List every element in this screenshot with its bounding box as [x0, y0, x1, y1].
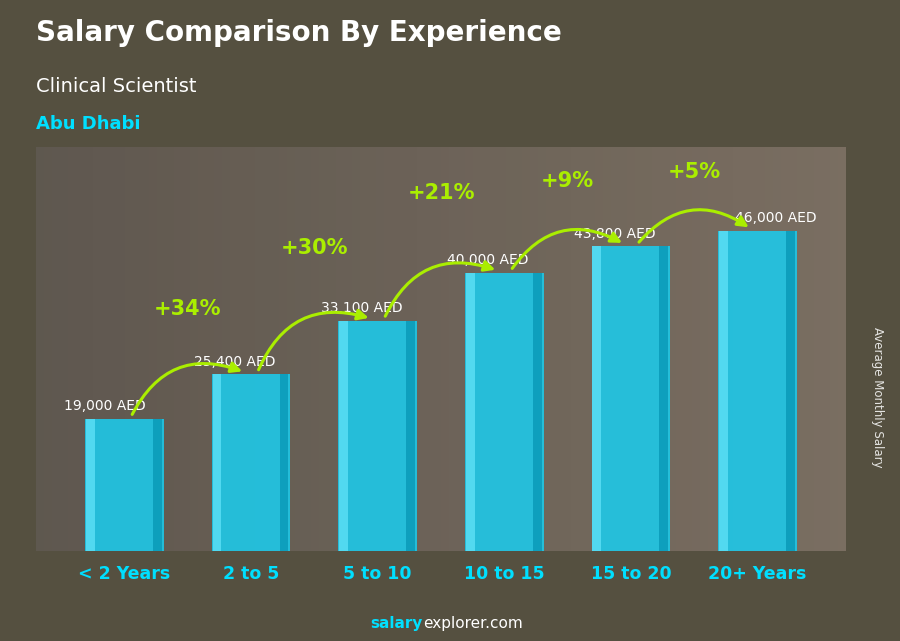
Text: +5%: +5% [668, 162, 721, 182]
Bar [339, 320, 348, 551]
Bar [718, 231, 796, 551]
Text: 19,000 AED: 19,000 AED [64, 399, 146, 413]
Bar [786, 231, 795, 551]
Text: 46,000 AED: 46,000 AED [734, 212, 816, 226]
Text: 25,400 AED: 25,400 AED [194, 355, 275, 369]
Text: 40,000 AED: 40,000 AED [447, 253, 529, 267]
Text: +9%: +9% [541, 171, 594, 190]
Text: +21%: +21% [407, 183, 475, 203]
Bar [212, 374, 221, 551]
Text: Salary Comparison By Experience: Salary Comparison By Experience [36, 19, 562, 47]
Text: 33,100 AED: 33,100 AED [320, 301, 402, 315]
Bar [280, 374, 289, 551]
Text: Clinical Scientist: Clinical Scientist [36, 77, 196, 96]
Text: explorer.com: explorer.com [423, 617, 523, 631]
Bar [153, 419, 162, 551]
Bar [212, 374, 291, 551]
Bar [533, 273, 542, 551]
Bar [406, 320, 415, 551]
Bar [86, 419, 164, 551]
Bar [338, 320, 417, 551]
Text: +34%: +34% [154, 299, 221, 319]
Text: +30%: +30% [281, 238, 348, 258]
Text: salary: salary [371, 617, 423, 631]
Bar [660, 246, 668, 551]
Bar [465, 273, 474, 551]
Text: Average Monthly Salary: Average Monthly Salary [871, 327, 884, 468]
Bar [591, 246, 670, 551]
Bar [86, 419, 94, 551]
Bar [465, 273, 544, 551]
Bar [719, 231, 728, 551]
Text: 43,800 AED: 43,800 AED [574, 227, 655, 241]
Bar [592, 246, 601, 551]
Text: Abu Dhabi: Abu Dhabi [36, 115, 140, 133]
